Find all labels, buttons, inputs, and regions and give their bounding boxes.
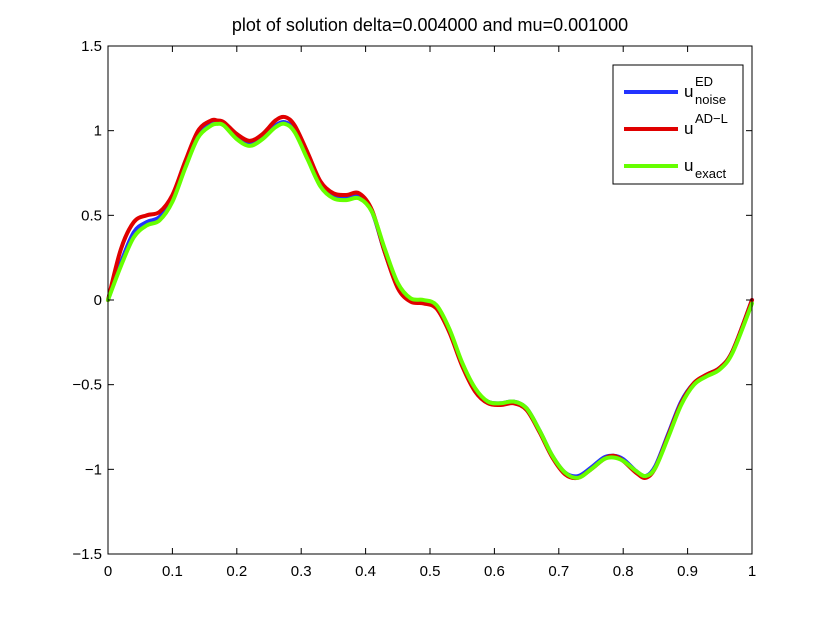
- y-tick-label: 1: [94, 123, 102, 140]
- legend-label-sup-0: ED: [695, 74, 713, 89]
- y-tick-label: −1: [85, 461, 102, 478]
- x-tick-label: 0.9: [677, 563, 698, 580]
- x-tick-label: 0.8: [613, 563, 634, 580]
- legend-label-sup-1: AD−L: [695, 111, 728, 126]
- chart-title: plot of solution delta=0.004000 and mu=0…: [232, 15, 628, 35]
- y-tick-label: −1.5: [72, 546, 102, 563]
- x-tick-label: 0: [104, 563, 112, 580]
- series-layer: [106, 114, 754, 481]
- legend-label-sub-0: noise: [695, 92, 726, 107]
- y-tick-label: 0: [94, 292, 102, 309]
- x-tick-label: 0.5: [420, 563, 441, 580]
- y-tick-label: −0.5: [72, 377, 102, 394]
- y-tick-label: 0.5: [81, 207, 102, 224]
- x-tick-label: 0.4: [355, 563, 376, 580]
- x-tick-label: 0.6: [484, 563, 505, 580]
- x-tick-label: 0.2: [226, 563, 247, 580]
- series-line-2: [106, 121, 754, 480]
- legend-label-2: u: [684, 156, 693, 175]
- x-tick-label: 0.3: [291, 563, 312, 580]
- x-tick-label: 0.1: [162, 563, 183, 580]
- legend-label-sub-2: exact: [695, 166, 726, 181]
- y-tick-label: 1.5: [81, 38, 102, 55]
- x-tick-label: 0.7: [548, 563, 569, 580]
- tick-layer: 0 0.1 0.2 0.3 0.4 0.5 0.6 0.7 0.8 0.9 1 1.5 1 0.5 0 −0.…: [72, 38, 756, 580]
- legend-label-0: u: [684, 82, 693, 101]
- x-tick-label: 1: [748, 563, 756, 580]
- legend-label-1: u: [684, 119, 693, 138]
